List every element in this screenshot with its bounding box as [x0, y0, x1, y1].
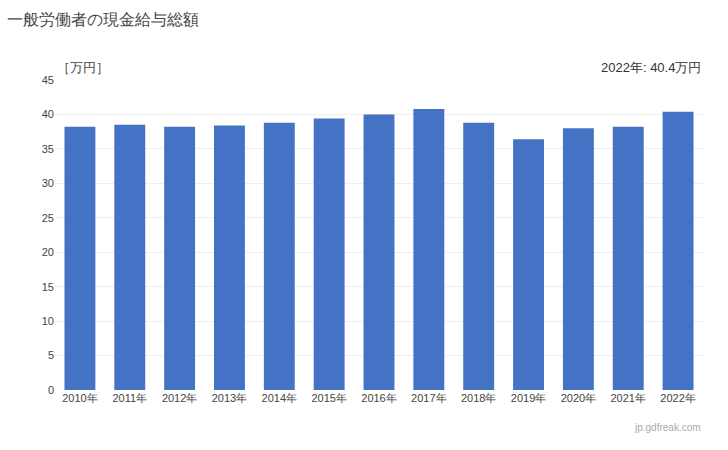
svg-text:35: 35: [42, 143, 54, 155]
svg-text:2011年: 2011年: [112, 392, 147, 404]
svg-text:一般労働者の現金給与総額: 一般労働者の現金給与総額: [7, 11, 199, 28]
svg-text:45: 45: [42, 74, 54, 86]
svg-text:2021年: 2021年: [610, 392, 645, 404]
svg-text:［万円］: ［万円］: [57, 60, 109, 75]
svg-text:2020年: 2020年: [561, 392, 596, 404]
svg-text:10: 10: [42, 315, 54, 327]
svg-text:0: 0: [48, 384, 54, 396]
svg-text:30: 30: [42, 177, 54, 189]
svg-text:40: 40: [42, 108, 54, 120]
svg-text:25: 25: [42, 212, 54, 224]
svg-text:2010年: 2010年: [62, 392, 97, 404]
svg-text:20: 20: [42, 246, 54, 258]
svg-text:5: 5: [48, 349, 54, 361]
svg-text:2019年: 2019年: [511, 392, 546, 404]
svg-text:2014年: 2014年: [262, 392, 297, 404]
svg-text:2018年: 2018年: [461, 392, 496, 404]
svg-text:2022年: 40.4万円: 2022年: 40.4万円: [601, 60, 701, 75]
svg-text:2022年: 2022年: [660, 392, 695, 404]
svg-text:15: 15: [42, 281, 54, 293]
svg-text:2012年: 2012年: [162, 392, 197, 404]
svg-text:2017年: 2017年: [411, 392, 446, 404]
svg-text:2016年: 2016年: [361, 392, 396, 404]
svg-text:jp.gdfreak.com: jp.gdfreak.com: [634, 422, 701, 433]
svg-text:2015年: 2015年: [311, 392, 346, 404]
svg-text:2013年: 2013年: [212, 392, 247, 404]
